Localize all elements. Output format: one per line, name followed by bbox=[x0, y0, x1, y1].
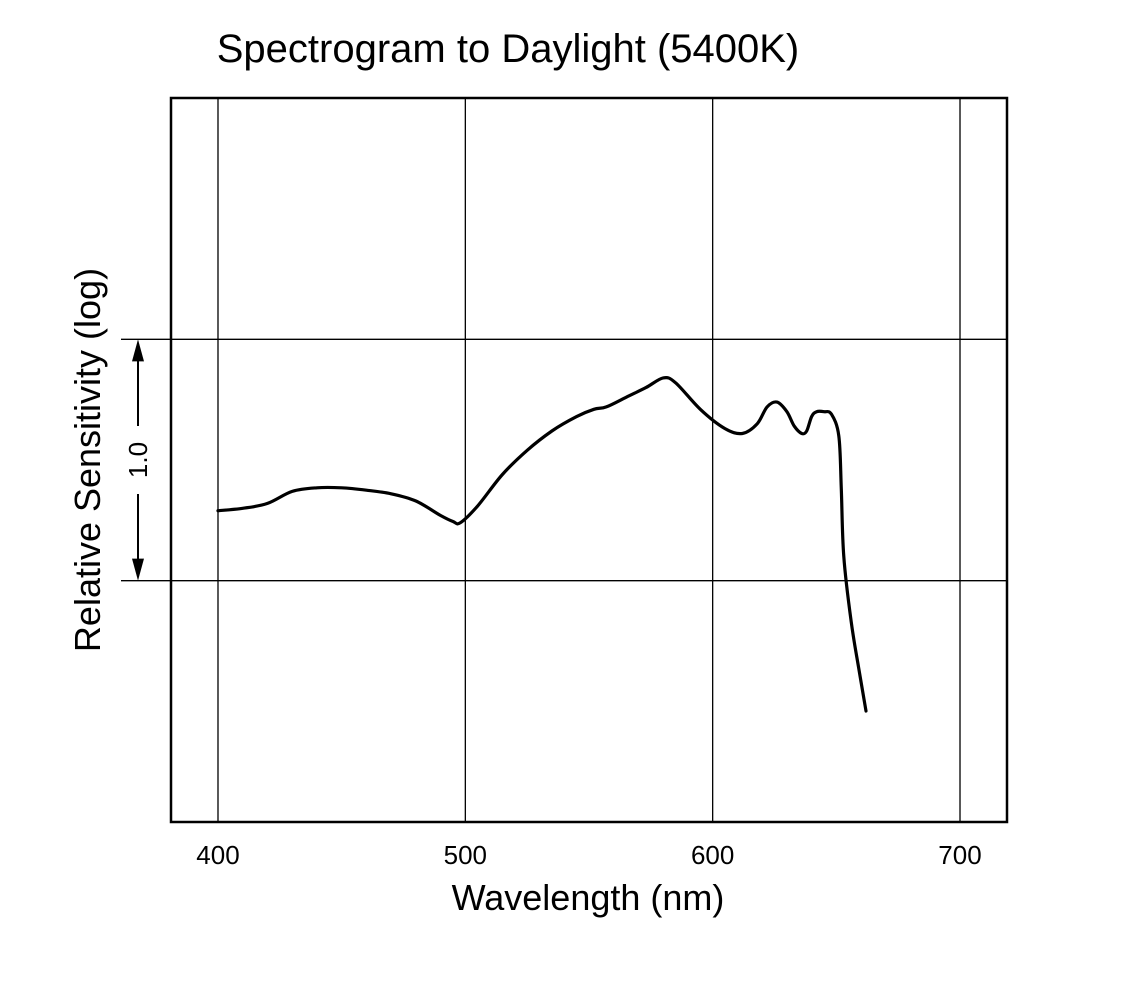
x-tick-label-500: 500 bbox=[444, 840, 487, 870]
x-tick-label-400: 400 bbox=[196, 840, 239, 870]
plot-frame bbox=[169, 96, 1009, 824]
series-layer bbox=[216, 375, 868, 713]
x-tick-labels: 400 500 600 700 bbox=[196, 840, 981, 870]
annotation-arrow-up bbox=[132, 339, 144, 362]
y-annotation: 1.0 bbox=[123, 339, 153, 581]
annotation-arrow-down bbox=[132, 558, 144, 581]
x-axis-label: Wavelength (nm) bbox=[452, 877, 725, 918]
chart-title: Spectrogram to Daylight (5400K) bbox=[217, 27, 800, 71]
y-axis-label: Relative Sensitivity (log) bbox=[67, 268, 108, 652]
annotation-label: 1.0 bbox=[123, 442, 153, 478]
x-tick-label-600: 600 bbox=[691, 840, 734, 870]
x-tick-label-700: 700 bbox=[938, 840, 981, 870]
series-line-0 bbox=[216, 375, 868, 713]
grid bbox=[121, 98, 1007, 822]
